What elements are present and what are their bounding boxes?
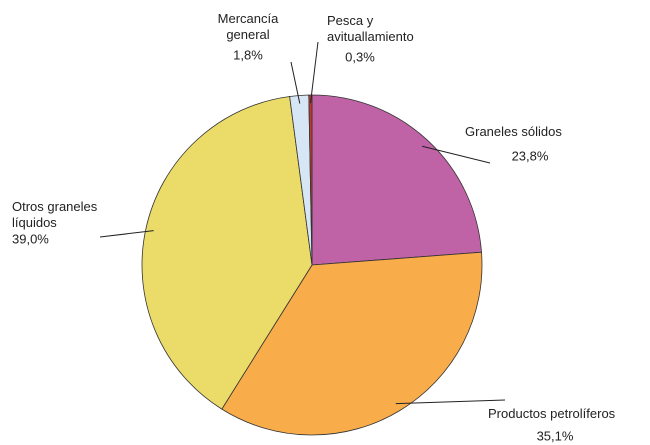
value-label: 23,8% [512,148,549,163]
leader-line [99,230,154,238]
pie-slice [311,94,482,266]
slice-label-line: avituallamiento [327,29,414,44]
leader-line [422,145,491,164]
slice-label-line: general [226,27,269,42]
slice-label-line: Otros graneles [12,199,98,214]
leader-line [290,61,301,104]
value-label: 0,3% [345,49,375,64]
pie-slice [141,96,313,410]
leader-line [309,41,319,104]
pie-slice [308,94,313,266]
leader-line [395,399,506,405]
slice-label-line: Pesca y [327,13,374,28]
value-label: 39,0% [12,231,49,246]
slice-label: Mercancía general [218,11,279,42]
value-label: 1,8% [233,47,263,62]
slice-label-line: Mercancía [218,11,279,26]
slice-label-line: Graneles sólidos [465,124,562,139]
slice-label-line: Productos petrolíferos [488,406,616,421]
slice-label: Graneles sólidos [465,124,562,139]
slice-label: Productos petrolíferos [488,406,616,421]
slice-label: Pesca y avituallamiento [327,13,414,44]
slice-label: Otros graneles líquidos [12,199,98,230]
slice-label-line: líquidos [12,215,57,230]
value-label: 35,1% [537,428,574,443]
pie-slice [221,251,483,436]
